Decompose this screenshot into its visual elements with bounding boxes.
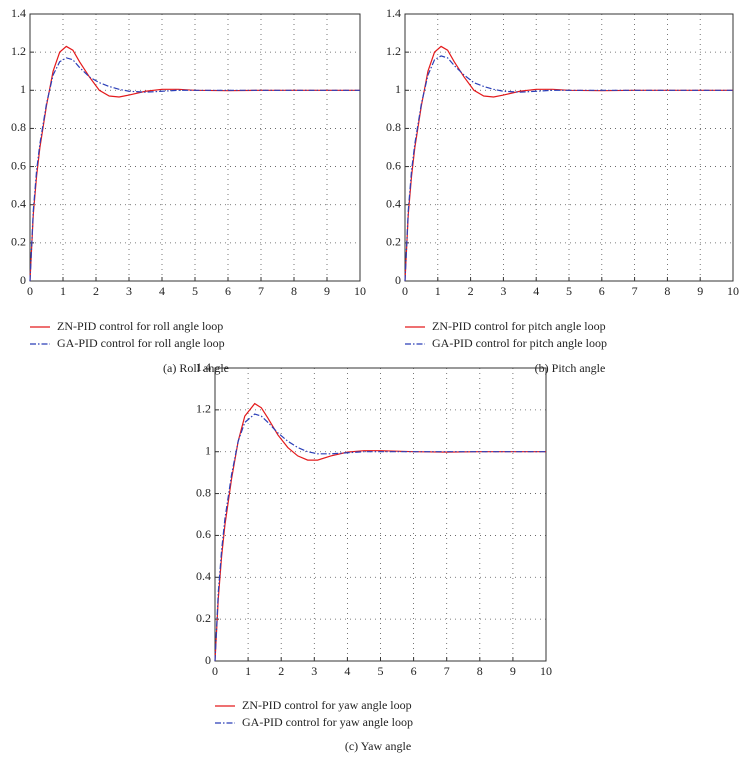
y-tick-label: 0	[205, 653, 211, 667]
x-tick-label: 4	[344, 664, 350, 678]
y-tick-label: 0.2	[386, 235, 401, 249]
caption: (a) Roll angle	[163, 361, 229, 375]
y-tick-label: 0.4	[196, 569, 211, 583]
x-tick-label: 3	[500, 284, 506, 298]
x-tick-label: 10	[540, 664, 552, 678]
legend-label: GA-PID control for yaw angle loop	[242, 715, 413, 729]
plot-frame	[214, 367, 547, 662]
y-tick-label: 1.4	[11, 6, 26, 20]
x-tick-label: 8	[477, 664, 483, 678]
x-tick-label: 5	[378, 664, 384, 678]
y-tick-label: 0.6	[386, 158, 401, 172]
series-line	[29, 57, 360, 282]
y-tick-label: 0.4	[386, 196, 401, 210]
plot-frame	[404, 13, 734, 282]
x-tick-label: 0	[212, 664, 218, 678]
x-tick-label: 4	[159, 284, 165, 298]
y-tick-label: 1.2	[386, 44, 401, 58]
y-tick-label: 0	[395, 273, 401, 287]
x-tick-label: 2	[468, 284, 474, 298]
x-tick-label: 6	[411, 664, 417, 678]
x-tick-label: 1	[245, 664, 251, 678]
y-tick-label: 1.2	[196, 402, 211, 416]
caption: (b) Pitch angle	[535, 361, 606, 375]
y-tick-label: 0.6	[196, 527, 211, 541]
x-tick-label: 10	[727, 284, 739, 298]
y-tick-label: 1.4	[196, 360, 211, 374]
legend-label: GA-PID control for pitch angle loop	[432, 336, 607, 350]
y-tick-label: 0.6	[11, 158, 26, 172]
y-tick-label: 1	[395, 82, 401, 96]
series-line	[214, 402, 546, 662]
legend-label: ZN-PID control for pitch angle loop	[432, 319, 606, 333]
x-tick-label: 2	[278, 664, 284, 678]
plot-frame	[29, 13, 361, 282]
x-tick-label: 7	[632, 284, 638, 298]
y-tick-label: 0.8	[11, 120, 26, 134]
x-tick-label: 2	[93, 284, 99, 298]
x-tick-label: 4	[533, 284, 539, 298]
x-tick-label: 6	[225, 284, 231, 298]
x-tick-label: 7	[258, 284, 264, 298]
x-tick-label: 7	[444, 664, 450, 678]
y-tick-label: 0.4	[11, 196, 26, 210]
y-tick-label: 1	[20, 82, 26, 96]
y-tick-label: 0.8	[196, 485, 211, 499]
x-tick-label: 0	[402, 284, 408, 298]
x-tick-label: 0	[27, 284, 33, 298]
x-tick-label: 5	[566, 284, 572, 298]
legend-label: ZN-PID control for roll angle loop	[57, 319, 223, 333]
x-tick-label: 5	[192, 284, 198, 298]
series-line	[404, 55, 733, 282]
y-tick-label: 0	[20, 273, 26, 287]
y-tick-label: 1	[205, 443, 211, 457]
series-line	[404, 45, 733, 282]
y-tick-label: 1.4	[386, 6, 401, 20]
x-tick-label: 9	[324, 284, 330, 298]
x-tick-label: 6	[599, 284, 605, 298]
x-tick-label: 8	[664, 284, 670, 298]
caption: (c) Yaw angle	[345, 739, 411, 753]
x-tick-label: 8	[291, 284, 297, 298]
x-tick-label: 1	[60, 284, 66, 298]
x-tick-label: 3	[311, 664, 317, 678]
x-tick-label: 1	[435, 284, 441, 298]
y-tick-label: 0.2	[11, 235, 26, 249]
legend-label: ZN-PID control for yaw angle loop	[242, 698, 412, 712]
x-tick-label: 10	[354, 284, 366, 298]
legend-label: GA-PID control for roll angle loop	[57, 336, 225, 350]
series-line	[29, 45, 360, 282]
x-tick-label: 9	[697, 284, 703, 298]
y-tick-label: 0.8	[386, 120, 401, 134]
x-tick-label: 3	[126, 284, 132, 298]
x-tick-label: 9	[510, 664, 516, 678]
y-tick-label: 0.2	[196, 611, 211, 625]
series-line	[214, 413, 546, 662]
y-tick-label: 1.2	[11, 44, 26, 58]
